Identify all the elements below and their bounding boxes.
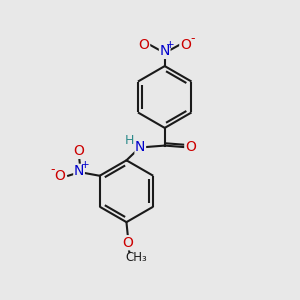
Text: O: O: [55, 169, 65, 183]
Text: +: +: [81, 160, 89, 170]
Text: O: O: [180, 38, 191, 52]
Text: O: O: [185, 140, 196, 154]
Text: -: -: [190, 32, 195, 46]
Text: H: H: [125, 134, 134, 147]
Text: N: N: [74, 164, 84, 178]
Text: CH₃: CH₃: [125, 251, 147, 264]
Text: +: +: [166, 40, 174, 50]
Text: N: N: [160, 44, 170, 58]
Text: -: -: [51, 164, 55, 176]
Text: O: O: [74, 144, 85, 158]
Text: O: O: [122, 236, 134, 250]
Text: N: N: [135, 140, 146, 154]
Text: O: O: [139, 38, 149, 52]
